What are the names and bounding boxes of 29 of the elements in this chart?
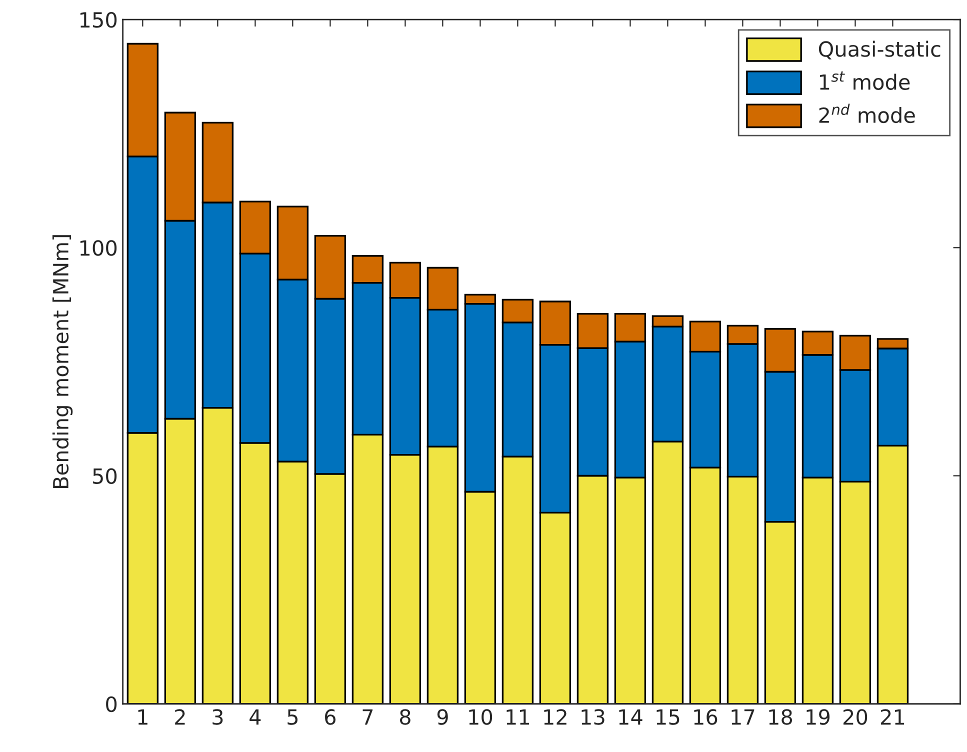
x-tick-label: 12 bbox=[544, 709, 566, 725]
y-axis-title: Bending moment [MNm] bbox=[52, 235, 73, 488]
x-tick-label: 16 bbox=[694, 709, 718, 725]
x-tick-label: 21 bbox=[881, 709, 904, 725]
x-tick-label: 18 bbox=[769, 709, 792, 725]
x-tick-label: 10 bbox=[469, 709, 492, 725]
y-tick-label: 100 bbox=[80, 240, 117, 256]
y-tick-label: 50 bbox=[93, 468, 117, 484]
x-tick-label: 15 bbox=[656, 709, 680, 725]
x-tick-label: 3 bbox=[212, 709, 223, 725]
x-tick-label: 5 bbox=[288, 709, 298, 725]
y-tick-label: 0 bbox=[106, 696, 117, 712]
x-tick-label: 7 bbox=[362, 709, 373, 725]
y-tick-label: 150 bbox=[80, 12, 117, 28]
x-tick-label: 13 bbox=[582, 709, 604, 725]
legend-label: Quasi-static bbox=[818, 40, 940, 60]
x-tick-label: 2 bbox=[175, 709, 185, 725]
legend-label: 1$^{st}$ mode bbox=[820, 71, 910, 90]
x-tick-label: 6 bbox=[325, 709, 336, 725]
x-tick-label: 4 bbox=[250, 709, 261, 725]
x-tick-label: 11 bbox=[506, 709, 530, 725]
x-tick-label: 9 bbox=[437, 709, 448, 725]
legend-label: 2$^{nd}$ mode bbox=[819, 104, 915, 124]
x-tick-label: 8 bbox=[400, 709, 410, 725]
x-tick-label: 20 bbox=[843, 709, 868, 725]
x-tick-label: 17 bbox=[732, 709, 754, 725]
x-tick-label: 14 bbox=[619, 709, 642, 725]
x-tick-label: 19 bbox=[806, 709, 830, 725]
x-tick-label: 1 bbox=[138, 709, 148, 725]
